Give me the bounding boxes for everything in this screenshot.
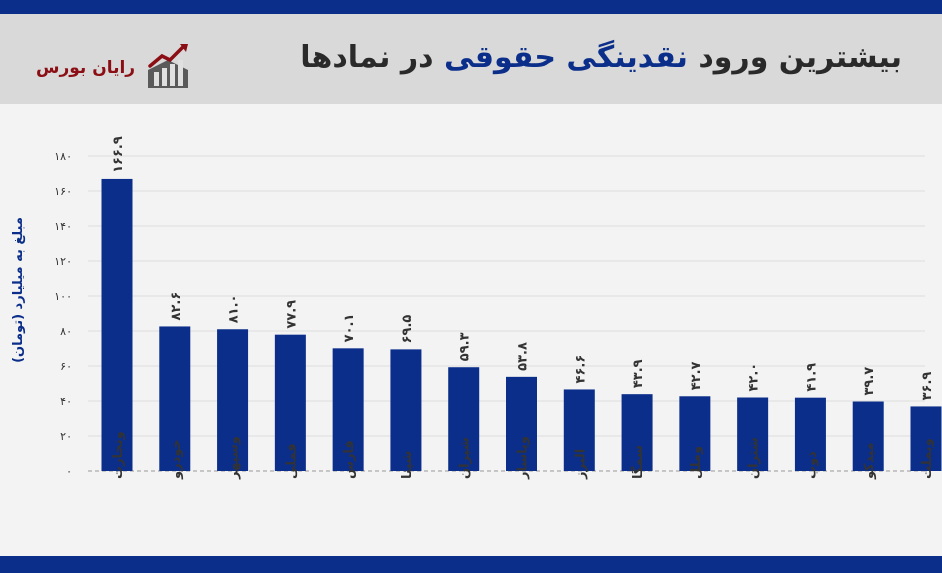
value-label: ۴۶.۶ xyxy=(573,355,588,384)
y-axis-label: مبلغ به میلیارد (تومان) xyxy=(11,217,26,363)
bar xyxy=(737,397,769,471)
x-tick-label: میدکو xyxy=(862,442,877,480)
value-labels: ۱۶۶.۹ ۸۲.۶ ۸۱.۰ ۷۷.۹ ۷۰.۱ ۶۹.۵ ۵۹.۳ ۵۳.۸ ۴۶.۶ ۴۳.… xyxy=(111,136,935,400)
page-title: بیشترین ورود نقدینگی حقوقی در نمادها xyxy=(300,40,902,75)
value-label: ۴۱.۹ xyxy=(804,363,819,392)
y-tick-label: ۱۶۰ xyxy=(54,185,72,198)
value-label: ۴۳.۹ xyxy=(631,359,646,388)
x-tick-label: وپاسار xyxy=(516,436,531,480)
x-tick-labels: وتجارت خودرو وسپهر فملی فارس شپنا شپران وپاسار ا… xyxy=(111,431,935,480)
y-tick-labels: ۰ ۲۰ ۴۰ ۶۰ ۸۰ ۱۰۰ ۱۲۰ ۱۴۰ ۱۶۰ ۱۸۰ xyxy=(54,150,72,478)
x-tick-label: شپنا xyxy=(400,451,415,479)
bar-chart: ۰ ۲۰ ۴۰ ۶۰ ۸۰ ۱۰۰ ۱۲۰ ۱۴۰ ۱۶۰ ۱۸۰ ۱۶۶.۹ ۸۲.۶ ۸۱.۰ ۷۷… xyxy=(11,136,942,480)
bar xyxy=(101,178,133,472)
value-label: ۸۱.۰ xyxy=(227,295,242,324)
value-label: ۷۷.۹ xyxy=(284,300,299,329)
bar xyxy=(679,396,711,471)
value-label: ۸۲.۶ xyxy=(169,292,184,321)
logo-chart-icon xyxy=(148,44,188,88)
bar xyxy=(274,334,306,471)
y-tick-label: ۲۰ xyxy=(60,430,72,443)
title-part1: بیشترین ورود xyxy=(687,40,902,75)
value-label: ۵۳.۸ xyxy=(516,342,531,371)
value-label: ۴۲.۰ xyxy=(747,363,762,392)
bars xyxy=(101,178,942,472)
y-tick-label: ۱۴۰ xyxy=(54,220,72,233)
x-tick-label: البرز xyxy=(573,449,588,480)
y-tick-label: ۱۲۰ xyxy=(54,255,72,268)
x-tick-label: سمگا xyxy=(630,445,646,479)
header: بیشترین ورود نقدینگی حقوقی در نمادها رای… xyxy=(0,14,942,104)
bar xyxy=(390,349,422,471)
bar xyxy=(621,394,653,471)
y-tick-label: ۱۰۰ xyxy=(54,290,72,303)
value-label: ۶۹.۵ xyxy=(400,315,415,344)
x-tick-label: وملل xyxy=(689,446,704,479)
bar xyxy=(910,406,942,471)
x-tick-label: خودرو xyxy=(169,439,184,480)
value-label: ۷۰.۱ xyxy=(342,314,357,343)
value-label: ۱۶۶.۹ xyxy=(111,136,126,173)
bar xyxy=(159,326,191,471)
value-label: ۴۲.۷ xyxy=(689,361,704,390)
bar xyxy=(794,397,826,471)
bar xyxy=(852,401,884,471)
x-tick-label: وبملت xyxy=(920,438,935,479)
logo: رایان بورس xyxy=(36,44,196,98)
bar xyxy=(448,367,480,471)
title-highlight: نقدینگی حقوقی xyxy=(443,40,688,75)
brand-name: رایان بورس xyxy=(36,58,136,78)
top-bar xyxy=(0,0,942,14)
y-tick-label: ۰ xyxy=(66,465,72,478)
x-tick-label: وتجارت xyxy=(111,431,126,479)
bar xyxy=(332,348,364,471)
x-tick-label: فملی xyxy=(284,443,299,479)
x-tick-label: شپران xyxy=(458,437,473,479)
x-tick-label: شتران xyxy=(747,437,762,479)
y-tick-label: ۱۸۰ xyxy=(54,150,72,163)
chart-area: ۰ ۲۰ ۴۰ ۶۰ ۸۰ ۱۰۰ ۱۲۰ ۱۴۰ ۱۶۰ ۱۸۰ ۱۶۶.۹ ۸۲.۶ ۸۱.۰ ۷۷… xyxy=(0,104,942,556)
x-tick-label: وسپهر xyxy=(227,436,242,480)
x-tick-label: فارس xyxy=(342,440,357,479)
y-tick-label: ۴۰ xyxy=(60,395,72,408)
title-part2: در نمادها xyxy=(300,40,444,75)
y-tick-label: ۶۰ xyxy=(60,360,72,373)
y-tick-label: ۸۰ xyxy=(60,325,72,338)
bottom-bar xyxy=(0,556,942,573)
value-label: ۳۶.۹ xyxy=(920,372,935,401)
bar xyxy=(217,329,249,471)
value-label: ۵۹.۳ xyxy=(458,332,473,361)
bar xyxy=(563,389,595,471)
bar xyxy=(506,376,537,471)
value-label: ۳۹.۷ xyxy=(862,367,877,396)
x-tick-label: ذوب xyxy=(804,451,819,479)
